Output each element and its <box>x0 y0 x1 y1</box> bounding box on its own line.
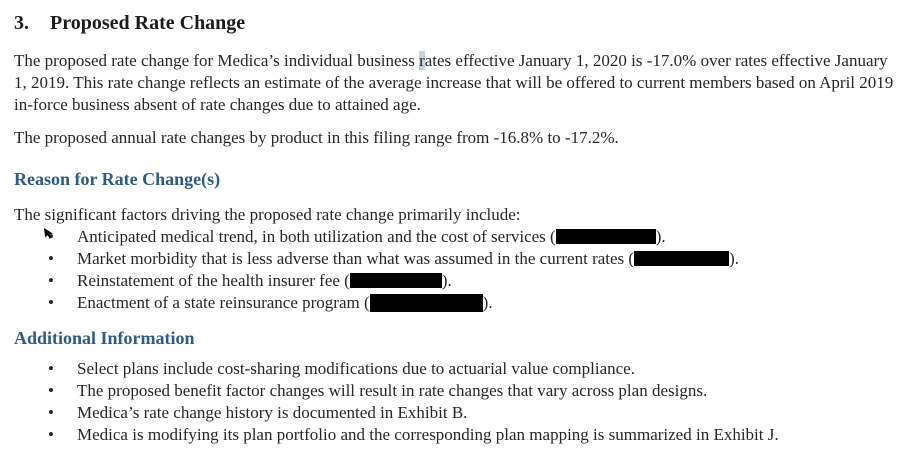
list-item: • Reinstatement of the health insurer fe… <box>14 270 903 292</box>
bullet-marker: • <box>48 403 54 422</box>
paragraph-text: The proposed rate change for Medica’s in… <box>14 51 420 70</box>
paragraph-proposed-rate: The proposed rate change for Medica’s in… <box>14 50 903 116</box>
text-cursor-highlight: r <box>419 51 425 70</box>
bullet-text: Market morbidity that is less adverse th… <box>77 249 739 268</box>
heading-title: Proposed Rate Change <box>50 12 246 34</box>
bullet-marker: • <box>48 359 54 378</box>
list-item: • Select plans include cost-sharing modi… <box>14 358 903 380</box>
mouse-cursor-icon <box>44 228 53 239</box>
subheading-additional-information: Additional Information <box>14 328 195 348</box>
bullet-text: Anticipated medical trend, in both utili… <box>77 227 666 246</box>
heading-number: 3. <box>14 12 29 34</box>
bullet-marker: • <box>44 226 60 248</box>
list-item: • Market morbidity that is less adverse … <box>14 248 903 270</box>
bullet-marker: • <box>48 271 54 290</box>
list-item: • Enactment of a state reinsurance progr… <box>14 292 903 314</box>
redaction-box <box>369 294 483 312</box>
bullet-text: Medica’s rate change history is document… <box>77 403 468 422</box>
bullet-text: Select plans include cost-sharing modifi… <box>77 359 635 378</box>
paragraph-range: The proposed annual rate changes by prod… <box>14 128 619 147</box>
reason-bullet-list: • Anticipated medical trend, in both uti… <box>14 226 903 314</box>
bullet-marker: • <box>48 425 54 444</box>
bullet-text: Medica is modifying its plan portfolio a… <box>77 425 779 444</box>
list-item: • The proposed benefit factor changes wi… <box>14 380 903 402</box>
bullet-text: Enactment of a state reinsurance program… <box>77 293 493 312</box>
subheading-reason-for-rate-change: Reason for Rate Change(s) <box>14 169 221 189</box>
bullet-text: Reinstatement of the health insurer fee … <box>77 271 452 290</box>
bullet-marker: • <box>48 381 54 400</box>
redaction-box <box>634 251 730 266</box>
redaction-box <box>349 273 442 288</box>
bullet-marker: • <box>48 249 54 268</box>
paragraph-text: ates effective January 1, 2020 is -17.0%… <box>14 51 894 114</box>
paragraph-significant-factors: The significant factors driving the prop… <box>14 205 521 224</box>
list-item: • Anticipated medical trend, in both uti… <box>14 226 903 248</box>
additional-bullet-list: • Select plans include cost-sharing modi… <box>14 358 903 446</box>
list-item: • Medica’s rate change history is docume… <box>14 402 903 424</box>
section-number-heading: 3. Proposed Rate Change <box>14 10 903 36</box>
redaction-box <box>555 229 656 244</box>
bullet-marker: • <box>48 293 54 312</box>
bullet-text: The proposed benefit factor changes will… <box>77 381 708 400</box>
list-item: • Medica is modifying its plan portfolio… <box>14 424 903 446</box>
